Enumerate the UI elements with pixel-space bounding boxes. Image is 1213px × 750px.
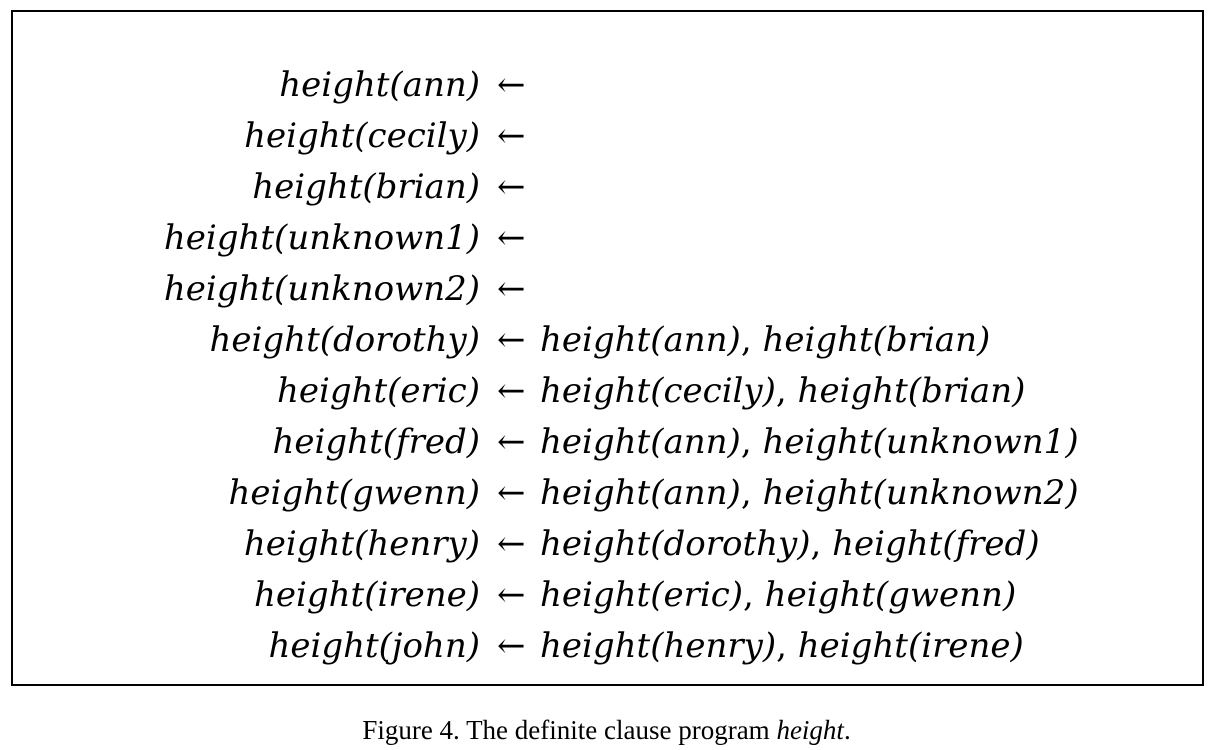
clause-head: height(cecily) xyxy=(244,116,480,156)
clause-row: height(cecily) ← xyxy=(13,111,1202,162)
clause-body: height(cecily), height(brian) xyxy=(540,366,1025,417)
clause-row: height(dorothy) ← height(ann), height(bria… xyxy=(13,315,1202,366)
body-literal: height(henry) xyxy=(540,626,777,666)
implication-arrow: ← xyxy=(497,320,526,360)
body-literal: height(unknown1) xyxy=(762,422,1079,462)
body-literal: height(ann) xyxy=(540,422,741,462)
body-separator: , xyxy=(740,320,763,360)
clause-row: height(brian) ← xyxy=(13,162,1202,213)
implication-arrow: ← xyxy=(497,422,526,462)
clause-body: height(eric), height(gwenn) xyxy=(540,570,1016,621)
body-separator: , xyxy=(743,575,765,615)
body-literal: height(irene) xyxy=(797,626,1024,666)
implication-arrow: ← xyxy=(497,626,526,666)
clause-row: height(ann) ← xyxy=(13,60,1202,111)
clause-body: height(ann), height(unknown2) xyxy=(540,468,1079,519)
clause-head: height(ann) xyxy=(279,65,480,105)
clause-row: height(eric) ← height(cecily), height(bria… xyxy=(13,366,1202,417)
clause-row: height(unknown1) ← xyxy=(13,213,1202,264)
clause-head: height(irene) xyxy=(253,575,480,615)
clause-head: height(unknown1) xyxy=(163,218,480,258)
clause-head: height(fred) xyxy=(272,422,480,462)
body-separator: , xyxy=(776,626,798,666)
clause-body: height(ann), height(unknown1) xyxy=(540,417,1079,468)
clause-head: height(gwenn) xyxy=(228,473,480,513)
implication-arrow: ← xyxy=(497,269,526,309)
clause-head: height(dorothy) xyxy=(209,320,480,360)
clause-head: height(eric) xyxy=(276,371,480,411)
figure-frame: height(ann) ← height(cecily) ← height(brian)… xyxy=(11,10,1204,686)
clause-row: height(unknown2) ← xyxy=(13,264,1202,315)
clause-head: height(brian) xyxy=(252,167,480,207)
implication-arrow: ← xyxy=(497,65,526,105)
implication-arrow: ← xyxy=(497,167,526,207)
caption-program-name: height xyxy=(776,715,844,745)
body-separator: , xyxy=(775,371,798,411)
body-literal: height(brian) xyxy=(762,320,991,360)
body-literal: height(gwenn) xyxy=(764,575,1017,615)
implication-arrow: ← xyxy=(497,116,526,156)
clause-head: height(henry) xyxy=(243,524,480,564)
clause-row: height(fred) ← height(ann), height(unknown… xyxy=(13,417,1202,468)
implication-arrow: ← xyxy=(497,473,526,513)
clause-row: height(henry) ← height(dorothy), height(fr… xyxy=(13,519,1202,570)
body-literal: height(dorothy) xyxy=(540,524,811,564)
clause-body: height(henry), height(irene) xyxy=(540,621,1024,672)
body-literal: height(fred) xyxy=(832,524,1040,564)
body-literal: height(unknown2) xyxy=(762,473,1079,513)
body-separator: , xyxy=(810,524,833,564)
clause-list: height(ann) ← height(cecily) ← height(brian)… xyxy=(13,12,1202,684)
body-separator: , xyxy=(740,473,763,513)
implication-arrow: ← xyxy=(497,218,526,258)
implication-arrow: ← xyxy=(497,575,526,615)
figure-caption: Figure 4. The definite clause program he… xyxy=(0,710,1213,750)
body-literal: height(ann) xyxy=(540,320,741,360)
clause-row: height(gwenn) ← height(ann), height(unknow… xyxy=(13,468,1202,519)
body-literal: height(ann) xyxy=(540,473,741,513)
implication-arrow: ← xyxy=(497,524,526,564)
clause-body: height(ann), height(brian) xyxy=(540,315,990,366)
clause-body: height(dorothy), height(fred) xyxy=(540,519,1040,570)
body-literal: height(eric) xyxy=(540,575,744,615)
clause-row: height(irene) ← height(eric), height(gwenn… xyxy=(13,570,1202,621)
clause-row: height(john) ← height(henry), height(irene… xyxy=(13,621,1202,672)
body-separator: , xyxy=(740,422,763,462)
body-literal: height(cecily) xyxy=(540,371,776,411)
caption-prefix: Figure 4. The definite clause program xyxy=(362,715,777,745)
clause-head: height(unknown2) xyxy=(163,269,480,309)
implication-arrow: ← xyxy=(497,371,526,411)
caption-suffix: . xyxy=(843,715,851,745)
clause-head: height(john) xyxy=(268,626,480,666)
body-literal: height(brian) xyxy=(797,371,1026,411)
